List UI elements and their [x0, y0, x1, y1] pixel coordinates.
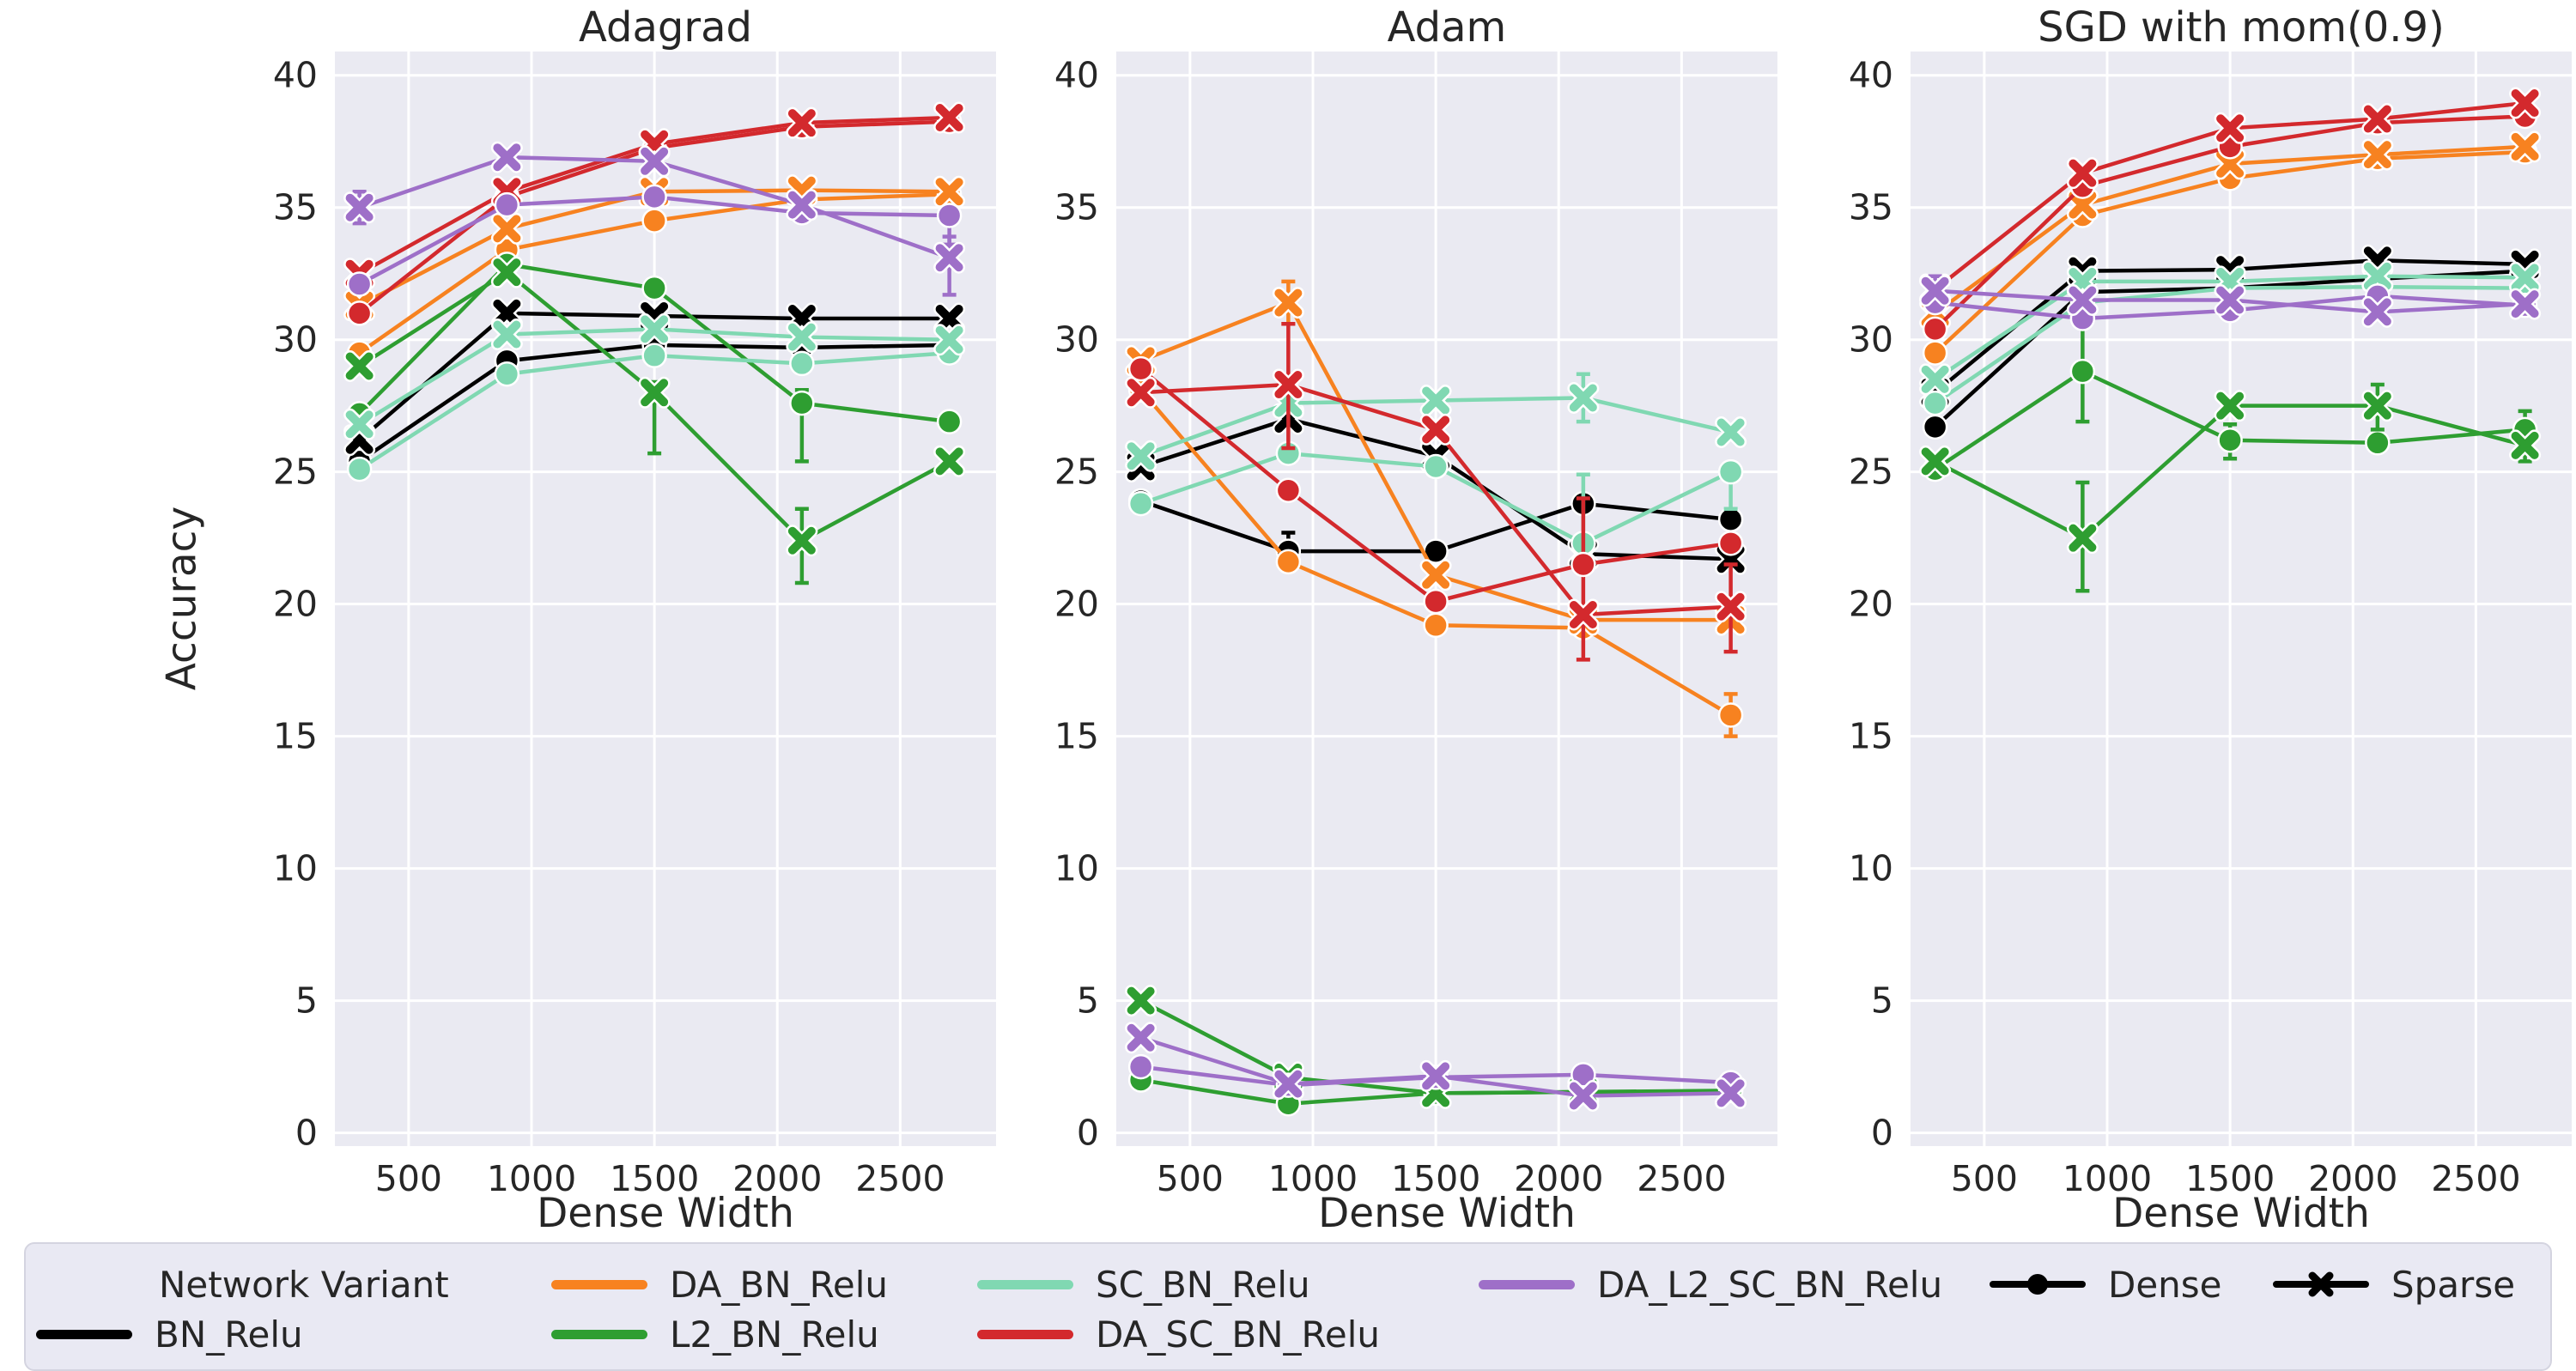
svg-text:10: 10	[273, 848, 318, 889]
svg-text:20: 20	[1054, 584, 1099, 625]
svg-text:5: 5	[295, 980, 318, 1022]
svg-text:25: 25	[1054, 452, 1099, 493]
svg-text:15: 15	[1054, 716, 1099, 757]
svg-text:1000: 1000	[2063, 1158, 2152, 1199]
svg-text:0: 0	[295, 1113, 318, 1154]
svg-text:35: 35	[273, 187, 318, 228]
legend-item-da-sc-bn-relu: DA_SC_BN_Relu	[977, 1313, 1380, 1356]
svg-text:1000: 1000	[487, 1158, 576, 1199]
legend-item-dense: Dense	[1990, 1263, 2222, 1306]
svg-text:25: 25	[273, 452, 318, 493]
sgd-chart: 500 1000 1500 2000 2500 0 5 10 15 20 25 30 35 40	[1849, 52, 2572, 1199]
legend-item-sparse: Sparse	[2273, 1263, 2515, 1306]
svg-text:1500: 1500	[1391, 1158, 1480, 1199]
adam-chart: 500 1000 1500 2000 2500 0 5 10 15 20 25 30 35 40	[1054, 52, 1777, 1199]
svg-text:25: 25	[1849, 452, 1893, 493]
svg-text:2000: 2000	[2308, 1158, 2397, 1199]
legend-title: Network Variant	[159, 1263, 449, 1306]
sc-bn-relu-line-swatch	[977, 1279, 1073, 1289]
svg-text:15: 15	[1849, 716, 1893, 757]
panel-title-adagrad: Adagrad	[579, 3, 752, 52]
panel-title-adam: Adam	[1387, 3, 1507, 52]
svg-text:10: 10	[1849, 848, 1893, 889]
chart-panel-adagrad: 500 1000 1500 2000 2500 0 5 10 15 20 25 30 35 40	[273, 52, 996, 1199]
legend: Network Variant DA_BN_Relu SC_BN_Relu DA…	[24, 1242, 2552, 1371]
legend-item-l2-bn-relu: L2_BN_Relu	[551, 1313, 879, 1356]
svg-text:500: 500	[1951, 1158, 2018, 1199]
bn-relu-line-swatch	[36, 1329, 132, 1339]
svg-text:10: 10	[1054, 848, 1099, 889]
svg-text:1500: 1500	[610, 1158, 699, 1199]
svg-text:500: 500	[1157, 1158, 1224, 1199]
legend-item-bn-relu: BN_Relu	[36, 1313, 303, 1356]
svg-text:40: 40	[273, 55, 318, 96]
chart-panel-sgd: 500 1000 1500 2000 2500 0 5 10 15 20 25 30 35 40	[1849, 52, 2572, 1199]
figure: Accuracy Adagrad Adam SGD with mom(0.9) …	[24, 3, 2572, 1371]
adagrad-chart: 500 1000 1500 2000 2500 0 5 10 15 20 25 30 35 40	[273, 52, 996, 1199]
svg-text:2500: 2500	[2431, 1158, 2520, 1199]
svg-text:30: 30	[273, 319, 318, 361]
svg-text:5: 5	[1871, 980, 1893, 1022]
svg-text:30: 30	[1054, 319, 1099, 361]
svg-text:500: 500	[375, 1158, 442, 1199]
dense-marker-icon	[1990, 1271, 2086, 1297]
svg-text:2000: 2000	[732, 1158, 822, 1199]
x-axis-label-sgd: Dense Width	[2112, 1190, 2370, 1237]
legend-item-da-bn-relu: DA_BN_Relu	[551, 1263, 888, 1306]
svg-text:15: 15	[273, 716, 318, 757]
chart-panel-adam: 500 1000 1500 2000 2500 0 5 10 15 20 25 30 35 40	[1054, 52, 1777, 1199]
svg-text:1000: 1000	[1268, 1158, 1358, 1199]
svg-text:1500: 1500	[2185, 1158, 2275, 1199]
svg-text:2000: 2000	[1514, 1158, 1603, 1199]
svg-text:35: 35	[1054, 187, 1099, 228]
x-axis-label-adam: Dense Width	[1318, 1190, 1576, 1237]
svg-text:35: 35	[1849, 187, 1893, 228]
sparse-marker-icon	[2273, 1271, 2369, 1297]
svg-text:0: 0	[1871, 1113, 1893, 1154]
da-bn-relu-line-swatch	[551, 1279, 647, 1289]
svg-text:2500: 2500	[1637, 1158, 1726, 1199]
svg-text:20: 20	[273, 584, 318, 625]
panel-title-sgd: SGD with mom(0.9)	[2038, 3, 2445, 52]
l2-bn-relu-line-swatch	[551, 1329, 647, 1339]
x-axis-label-adagrad: Dense Width	[537, 1190, 794, 1237]
legend-item-da-l2-sc-bn-relu: DA_L2_SC_BN_Relu	[1479, 1263, 1942, 1306]
legend-item-sc-bn-relu: SC_BN_Relu	[977, 1263, 1310, 1306]
svg-text:5: 5	[1077, 980, 1099, 1022]
svg-text:20: 20	[1849, 584, 1893, 625]
svg-text:40: 40	[1054, 55, 1099, 96]
da-sc-bn-relu-line-swatch	[977, 1329, 1073, 1339]
svg-text:2500: 2500	[855, 1158, 945, 1199]
y-axis-label: Accuracy	[158, 506, 206, 691]
da-l2-sc-bn-relu-line-swatch	[1479, 1279, 1575, 1289]
svg-text:30: 30	[1849, 319, 1893, 361]
svg-text:40: 40	[1849, 55, 1893, 96]
svg-text:0: 0	[1077, 1113, 1099, 1154]
